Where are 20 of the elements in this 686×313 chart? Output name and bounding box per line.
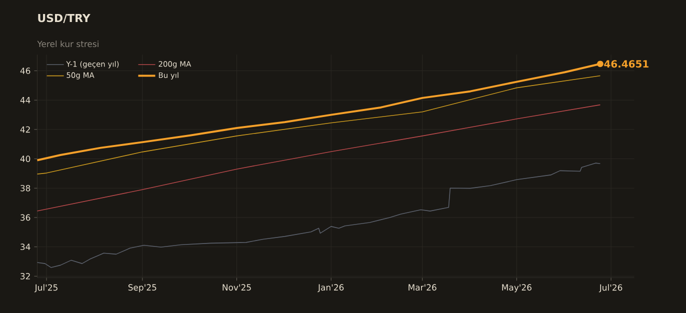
chart-title: USD/TRY	[38, 14, 90, 24]
x-tick-label: Sep'25	[128, 284, 156, 292]
line-series	[36, 104, 601, 212]
x-tick-label: May'26	[502, 284, 532, 292]
line-series	[36, 162, 601, 268]
y-tick-label: 42	[20, 126, 30, 133]
y-tick-label: 44	[20, 97, 30, 104]
y-tick-label: 38	[20, 184, 30, 192]
y-tick-label: 46	[20, 68, 30, 74]
y-tick-label: 34	[20, 244, 30, 250]
y-tick-label: 36	[20, 214, 30, 221]
x-tick-label: Nov'25	[222, 284, 251, 291]
x-tick-label: Jul'25	[34, 284, 58, 292]
y-tick-label: 32	[20, 272, 30, 280]
x-tick-label: Jan'26	[318, 284, 344, 292]
annotation: 46.4651	[604, 60, 648, 68]
chart-subtitle: Yerel kur stresi	[37, 40, 98, 48]
y-tick-label: 40	[20, 156, 30, 162]
x-tick-label: Jul'26	[598, 284, 622, 292]
x-tick-label: Mar'26	[408, 284, 436, 291]
